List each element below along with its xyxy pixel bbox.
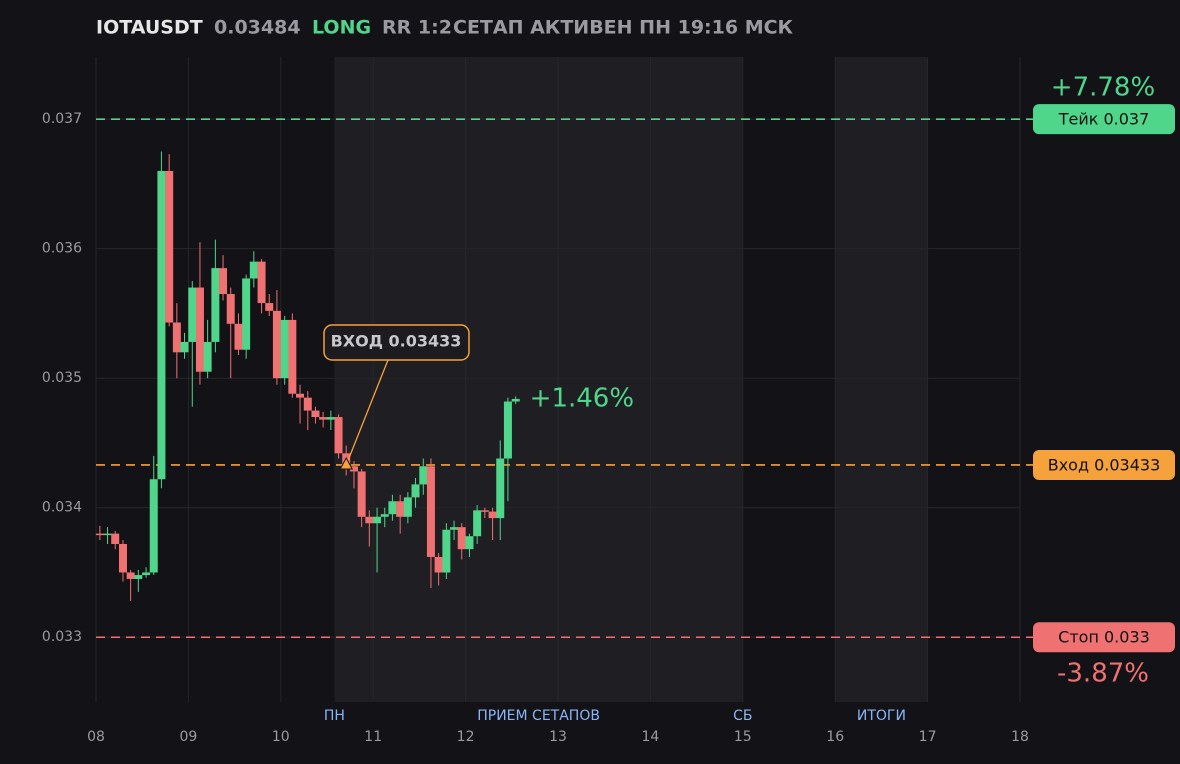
candle-body: [373, 516, 382, 524]
candle-body: [211, 268, 220, 342]
x-tick-label: 13: [549, 729, 567, 745]
x-tick-label: 15: [734, 729, 752, 745]
candle-body: [126, 572, 135, 579]
rr: RR 1:2: [382, 17, 452, 39]
entry-arrow: [347, 359, 389, 461]
session-label: ПРИЕМ СЕТАПОВ: [477, 708, 600, 724]
x-tick-label: 11: [364, 729, 382, 745]
x-tick-label: 17: [919, 729, 937, 745]
x-tick-label: 09: [179, 729, 197, 745]
candle-body: [357, 471, 366, 517]
candle-body: [195, 287, 204, 372]
candle-body: [180, 341, 189, 353]
candle-body: [480, 510, 489, 512]
candle-body: [426, 466, 435, 557]
candle-body: [434, 556, 443, 573]
current-change: +1.46%: [530, 383, 634, 413]
candle-body: [226, 294, 235, 324]
day-marker: СБ: [733, 708, 752, 724]
candle-body: [388, 501, 397, 515]
y-tick-label: 0.033: [42, 629, 82, 645]
y-tick-label: 0.036: [42, 241, 82, 257]
level-pct: +7.78%: [1051, 73, 1155, 103]
candle-body: [118, 543, 127, 573]
candle-body: [403, 497, 412, 517]
level-box: [1033, 622, 1175, 653]
candle-body: [442, 529, 451, 573]
candle-body: [280, 319, 289, 379]
candle-body: [488, 511, 497, 519]
candle-body: [142, 572, 151, 576]
candle-body: [326, 417, 335, 420]
x-tick-label: 08: [87, 729, 105, 745]
candle-body: [157, 170, 166, 480]
price: 0.03484: [214, 17, 301, 39]
candle-body: [103, 533, 112, 536]
x-tick-label: 18: [1011, 729, 1029, 745]
level-label: Вход 0.03433: [1048, 455, 1161, 474]
candle-body: [319, 417, 328, 420]
side: LONG: [312, 17, 371, 39]
day-marker: ПН: [324, 708, 345, 724]
y-tick-label: 0.034: [42, 500, 82, 516]
plot-background: ПРИЕМ СЕТАПОВ ИТОГИ ПН СБ: [95, 57, 1021, 724]
candle-body: [419, 466, 428, 485]
candle-body: [134, 575, 143, 579]
candle-body: [296, 393, 305, 398]
candle-body: [172, 322, 181, 353]
level-box: [1033, 104, 1175, 135]
candle-body: [380, 514, 389, 517]
candle-body: [95, 533, 104, 536]
ticker: IOTAUSDT: [96, 17, 203, 39]
entry-callout-label: ВХОД 0.03433: [331, 332, 462, 351]
candle-body: [450, 527, 459, 530]
candle-body: [411, 484, 420, 498]
candle-body: [242, 278, 251, 350]
candle-body: [496, 458, 505, 519]
session-band: [334, 57, 743, 702]
candle-body: [303, 397, 312, 411]
level-label: Тейк 0.037: [1058, 110, 1150, 129]
candle-body: [503, 401, 512, 459]
x-tick-label: 12: [457, 729, 475, 745]
x-tick-label: 16: [826, 729, 844, 745]
candle-body: [188, 287, 197, 342]
candle-body: [311, 410, 320, 418]
candle-body: [511, 398, 520, 402]
entry-marker: [339, 456, 354, 470]
candle-body: [365, 516, 374, 524]
candle-body: [465, 536, 474, 550]
candle-body: [219, 268, 228, 295]
candle-body: [265, 303, 274, 311]
candle-body: [257, 261, 266, 304]
candle-body: [396, 501, 405, 517]
candle-body: [234, 323, 243, 350]
level-pct: -3.87%: [1057, 659, 1149, 689]
y-tick-label: 0.037: [42, 111, 82, 127]
x-tick-label: 14: [641, 729, 659, 745]
candle-body: [457, 527, 466, 550]
x-tick-label: 10: [272, 729, 290, 745]
level-label: Стоп 0.033: [1058, 628, 1150, 647]
candle-body: [473, 510, 482, 537]
candle-body: [334, 417, 343, 454]
candle-body: [111, 533, 120, 544]
level-box: [1033, 449, 1175, 480]
candle-body: [349, 466, 358, 472]
candle-body: [149, 479, 158, 573]
status: СЕТАП АКТИВЕН ПН 19:16 МСК: [453, 17, 794, 39]
candle-body: [165, 170, 174, 323]
candle-body: [203, 341, 212, 372]
session-label: ИТОГИ: [857, 708, 906, 724]
entry-callout: [323, 324, 470, 361]
y-tick-label: 0.035: [42, 370, 82, 386]
session-band: [835, 57, 928, 702]
candle-body: [288, 319, 297, 394]
candle-body: [272, 310, 281, 379]
candle-body: [249, 261, 258, 279]
